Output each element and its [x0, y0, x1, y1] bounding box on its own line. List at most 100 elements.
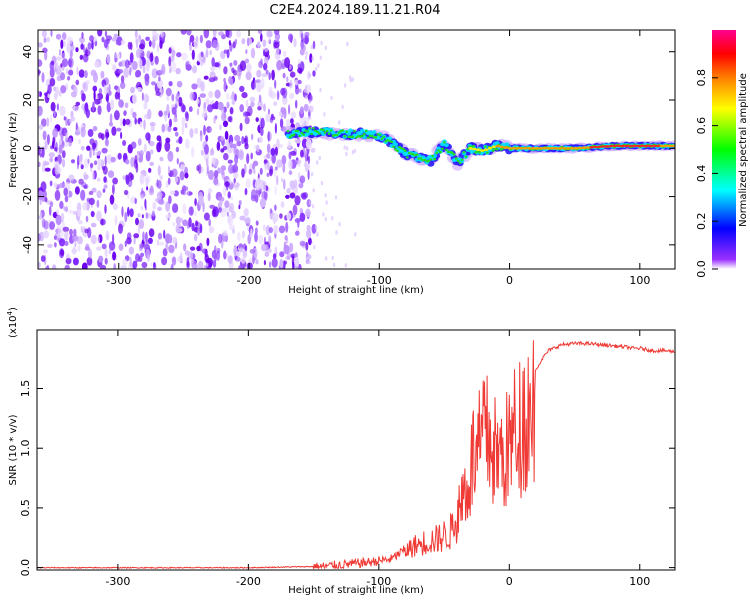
noise-speck — [218, 31, 225, 36]
noise-speck — [270, 148, 276, 156]
noise-speck — [139, 173, 145, 185]
noise-speck — [143, 143, 147, 153]
noise-speck — [259, 198, 266, 208]
signal-core — [644, 144, 649, 148]
noise-speck — [200, 51, 204, 58]
noise-speck — [97, 236, 100, 244]
noise-speck — [282, 72, 286, 79]
noise-speck — [61, 58, 69, 68]
noise-speck — [258, 60, 263, 69]
bottom-x-axis-label: Height of straight line (km) — [288, 585, 424, 596]
noise-speck — [79, 54, 84, 60]
noise-speck — [82, 202, 88, 211]
noise-speck — [145, 231, 148, 243]
y-multiplier: (x104) — [6, 307, 19, 338]
noise-speck — [304, 31, 310, 38]
signal-core — [667, 144, 672, 148]
noise-speck — [126, 232, 132, 240]
noise-speck — [346, 41, 349, 47]
noise-speck — [118, 223, 123, 234]
noise-speck — [168, 81, 173, 87]
noise-speck — [85, 80, 91, 85]
noise-speck — [276, 159, 283, 168]
noise-speck — [246, 153, 250, 165]
noise-speck — [209, 127, 212, 133]
noise-speck — [213, 76, 218, 81]
noise-speck — [310, 45, 313, 50]
noise-speck — [144, 175, 151, 184]
noise-speck — [63, 142, 70, 147]
noise-speck — [159, 40, 163, 49]
noise-speck — [167, 165, 171, 174]
noise-speck — [241, 230, 246, 239]
noise-speck — [324, 217, 327, 222]
noise-speck — [199, 34, 203, 44]
noise-speck — [121, 206, 124, 218]
noise-speck — [104, 204, 107, 214]
noise-speck — [171, 256, 177, 266]
noise-speck — [59, 105, 66, 116]
signal-mark — [335, 133, 339, 137]
noise-speck — [248, 38, 253, 45]
noise-speck — [64, 240, 69, 246]
noise-speck — [66, 68, 68, 76]
signal-core — [632, 144, 637, 148]
noise-speck — [69, 50, 73, 58]
noise-speck — [213, 62, 220, 68]
noise-speck — [205, 157, 209, 167]
noise-speck — [286, 76, 289, 83]
bottom-x-tick-label: -100 — [366, 575, 391, 588]
noise-speck — [49, 77, 56, 87]
noise-speck — [231, 99, 236, 105]
noise-speck — [209, 148, 215, 156]
noise-speck — [168, 47, 172, 54]
noise-speck — [229, 62, 233, 67]
noise-speck — [101, 218, 104, 226]
noise-speck — [61, 158, 66, 168]
noise-speck — [168, 56, 172, 67]
noise-speck — [304, 55, 308, 60]
noise-speck — [247, 234, 251, 245]
noise-speck — [274, 204, 277, 211]
noise-speck — [100, 70, 105, 79]
signal-mark — [396, 149, 399, 152]
noise-speck — [289, 192, 296, 199]
noise-speck — [322, 212, 325, 217]
noise-speck — [96, 199, 100, 208]
noise-speck — [274, 30, 280, 36]
signal-mark — [390, 140, 394, 143]
noise-speck — [71, 159, 75, 164]
noise-speck — [299, 212, 306, 222]
noise-speck — [109, 121, 113, 127]
noise-speck — [286, 212, 292, 221]
signal-mark — [286, 130, 290, 133]
bottom-x-tick-label: -300 — [105, 575, 130, 588]
signal-core — [573, 146, 579, 150]
noise-speck — [145, 150, 151, 162]
noise-speck — [288, 33, 294, 42]
noise-speck — [260, 117, 265, 129]
noise-speck — [132, 93, 137, 105]
noise-speck — [224, 181, 230, 187]
noise-speck — [245, 178, 251, 189]
noise-speck — [269, 165, 274, 175]
noise-speck — [223, 81, 228, 93]
noise-speck — [120, 75, 125, 84]
noise-speck — [74, 242, 77, 247]
noise-speck — [72, 257, 79, 266]
noise-speck — [266, 172, 270, 177]
noise-speck — [72, 246, 77, 255]
noise-speck — [191, 222, 195, 232]
noise-speck — [122, 175, 127, 180]
noise-speck — [250, 228, 253, 239]
noise-speck — [96, 210, 102, 222]
noise-speck — [76, 66, 79, 76]
noise-speck — [139, 121, 143, 128]
noise-speck — [64, 230, 69, 241]
signal-mark — [392, 145, 395, 148]
noise-speck — [212, 39, 219, 49]
noise-speck — [129, 52, 134, 63]
noise-speck — [98, 255, 104, 263]
noise-speck — [299, 240, 306, 247]
noise-speck — [50, 30, 53, 37]
